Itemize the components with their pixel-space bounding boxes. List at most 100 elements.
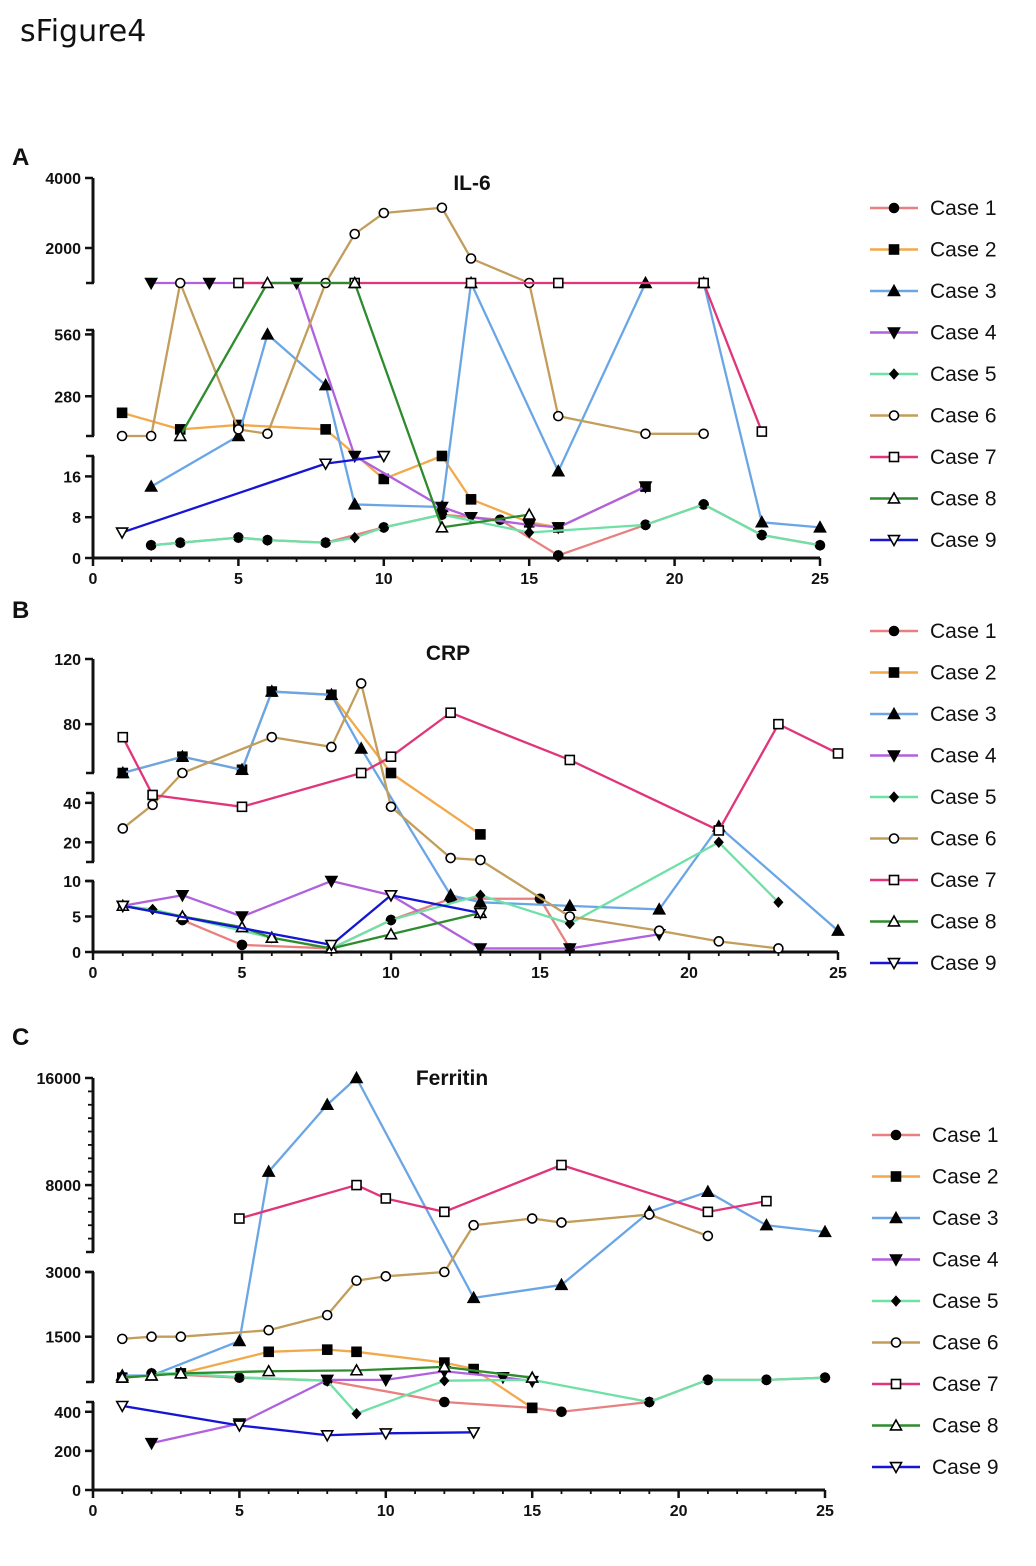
data-point [347, 450, 362, 464]
figure-title: sFigure4 [20, 14, 147, 49]
data-point [814, 539, 826, 551]
x-tick-label: 0 [89, 571, 98, 588]
data-point [761, 1195, 772, 1207]
legend-marker [890, 1171, 902, 1182]
legend-marker [889, 1461, 903, 1475]
y-tick-label: 40 [63, 796, 81, 813]
legend-label: Case 7 [930, 446, 997, 469]
data-point [756, 529, 767, 541]
data-point [318, 378, 333, 391]
legend-marker [887, 706, 901, 720]
data-point [231, 428, 246, 442]
data-point [115, 1400, 130, 1414]
legend-marker [888, 874, 900, 886]
y-tick-label: 16000 [37, 1071, 82, 1088]
data-point [831, 923, 845, 936]
series-9 [115, 889, 488, 953]
data-point [473, 943, 488, 956]
data-point [439, 1266, 450, 1278]
data-point [147, 799, 158, 811]
legend-marker [887, 283, 901, 297]
data-point [233, 424, 244, 435]
chart-title: CRP [426, 642, 470, 665]
data-point [773, 896, 784, 909]
data-point [638, 481, 653, 494]
series-2 [117, 686, 486, 840]
series-line [121, 711, 839, 832]
data-point [264, 930, 279, 944]
data-point [464, 511, 478, 525]
x-tick-label: 10 [382, 965, 400, 982]
data-point [117, 731, 129, 743]
data-point [475, 854, 486, 866]
data-point [525, 1370, 540, 1383]
legend-label: Case 6 [930, 405, 997, 428]
legend-marker [888, 625, 900, 637]
y-tick-label: 0 [72, 945, 81, 962]
data-point [466, 1427, 481, 1440]
series-9 [115, 1400, 481, 1443]
data-point [701, 1184, 715, 1197]
legend-label: Case 8 [930, 911, 997, 934]
data-point [349, 1070, 364, 1084]
series-5 [146, 498, 826, 551]
legend-marker [888, 202, 900, 214]
series-line [239, 1163, 767, 1220]
data-point [713, 825, 725, 836]
legend-label: Case 6 [932, 1332, 999, 1355]
chart-title: IL-6 [453, 172, 490, 195]
x-tick-label: 15 [531, 965, 549, 982]
y-tick-label: 0 [72, 1483, 81, 1500]
data-point [644, 1209, 655, 1220]
legend-label: Case 2 [930, 662, 997, 685]
data-point [175, 536, 186, 549]
data-point [644, 1396, 655, 1408]
data-point [320, 424, 331, 435]
data-point [522, 519, 537, 532]
y-tick-label: 4000 [45, 171, 81, 188]
legend-marker [890, 1378, 902, 1390]
legend-marker [888, 244, 900, 255]
legend-label: Case 6 [930, 828, 997, 851]
data-point [473, 907, 488, 921]
data-point [378, 473, 390, 485]
data-point [385, 767, 397, 779]
data-point [436, 508, 448, 521]
legend-label: Case 5 [930, 786, 997, 809]
data-point [236, 939, 248, 951]
series-7 [234, 1159, 772, 1224]
data-point [175, 889, 190, 903]
legend-label: Case 3 [930, 703, 997, 726]
data-point [819, 1371, 831, 1384]
data-point [564, 754, 576, 766]
data-point [264, 684, 279, 697]
series-line [179, 281, 530, 529]
series-line [151, 503, 821, 547]
data-point [263, 1324, 274, 1336]
data-point [147, 789, 158, 801]
data-point [233, 531, 244, 544]
legend-marker [888, 667, 900, 678]
series-2 [116, 407, 651, 533]
data-point [702, 1374, 713, 1386]
data-point [702, 1206, 714, 1218]
data-point [173, 1366, 188, 1379]
data-point [445, 707, 456, 719]
data-point [351, 1408, 362, 1420]
legend: Case 1 Case 2 Case 3 Case 4 Case 5 Case 6 Case… [870, 197, 997, 552]
data-point [435, 501, 449, 515]
data-point [436, 202, 448, 214]
series-line [122, 1076, 826, 1377]
y-tick-label: 400 [54, 1405, 81, 1422]
data-point [385, 914, 397, 926]
data-point [652, 902, 667, 915]
data-point [234, 1213, 245, 1224]
data-point [320, 536, 331, 549]
data-point [116, 1333, 128, 1345]
data-point [235, 762, 249, 775]
y-tick-label: 2000 [45, 241, 81, 258]
data-point [439, 1396, 450, 1408]
series-line [122, 206, 704, 438]
data-point [326, 741, 337, 753]
chart-title: Ferritin [416, 1067, 488, 1090]
